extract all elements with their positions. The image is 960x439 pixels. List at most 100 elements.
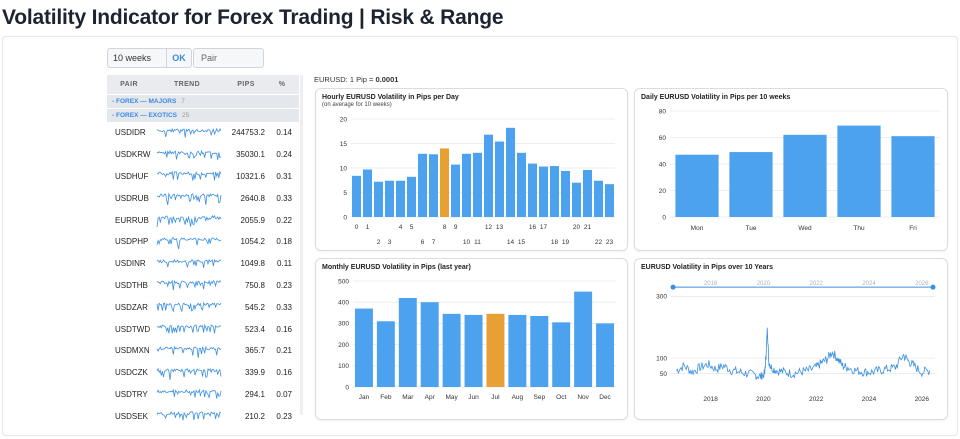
pct-value: 0.22 xyxy=(276,215,292,225)
bar xyxy=(837,125,881,217)
x-tick-label: Jul xyxy=(491,394,500,401)
sparkline-path xyxy=(156,301,222,313)
y-tick-label: 10 xyxy=(340,165,348,172)
y-tick-label: 100 xyxy=(338,363,349,370)
pct-value: 0.33 xyxy=(276,193,292,203)
x-tick-label: 11 xyxy=(474,239,481,246)
trend-sparkline xyxy=(156,388,222,400)
y-tick-label: 80 xyxy=(659,108,667,115)
sparkline-path xyxy=(156,170,222,182)
pair-search-input[interactable]: Pair xyxy=(193,48,264,68)
table-row[interactable]: USDSEK 210.2 0.23 xyxy=(107,405,299,427)
bar xyxy=(428,154,439,217)
pair-name: USDTRY xyxy=(115,389,148,399)
header-trend[interactable]: TREND xyxy=(173,81,201,88)
bar xyxy=(472,152,483,217)
pair-name: USDCZK xyxy=(115,368,148,378)
x-tick-label: Sep xyxy=(534,394,546,401)
x-tick-label: Tue xyxy=(746,225,757,232)
group-count: 7 xyxy=(181,98,185,105)
bar xyxy=(486,313,505,387)
sparkline-path xyxy=(156,367,222,380)
daily-chart-card: 0 20 40 60 80 Mon Tue Wed Thu Fri Daily EURUSD Vo… xyxy=(634,88,948,251)
pair-name: USDINR xyxy=(115,259,146,269)
table-row[interactable]: USDHUF 10321.6 0.31 xyxy=(107,166,299,188)
pips-value: 2640.8 xyxy=(240,193,265,203)
table-row[interactable]: EURRUB 2055.9 0.22 xyxy=(107,209,299,231)
y-tick-label: 200 xyxy=(338,342,349,349)
table-row[interactable]: USDMXN 365.7 0.21 xyxy=(107,340,299,362)
bar xyxy=(560,170,571,217)
pair-name: USDPHP xyxy=(115,237,149,247)
table-row[interactable]: USDPHP 1054.2 0.18 xyxy=(107,231,299,253)
group-exotics[interactable]: - FOREX — EXOTICS 25 xyxy=(107,108,299,122)
navigator-label: 2026 xyxy=(915,281,929,287)
table-row[interactable]: USDIDR 244753.2 0.14 xyxy=(107,122,299,144)
navigator-label: 2022 xyxy=(810,281,824,287)
sparkline-path xyxy=(156,237,222,249)
x-tick-label: 15 xyxy=(518,239,526,246)
table-row[interactable]: USDTHB 750.8 0.23 xyxy=(107,275,299,297)
trend-sparkline xyxy=(156,323,222,334)
pct-value: 0.14 xyxy=(276,128,292,138)
pair-name: USDTHB xyxy=(115,280,148,290)
pip-note-prefix: EURUSD: 1 Pip = xyxy=(314,75,376,84)
group-majors[interactable]: - FOREX — MAJORS 7 xyxy=(107,94,299,108)
table-row[interactable]: USDKRW 35030.1 0.24 xyxy=(107,144,299,166)
ten-year-chart: 50 100 300 2018 2020 2022 2024 2026 2018 2020 2022… xyxy=(656,281,936,403)
weeks-select[interactable]: 10 weeks xyxy=(113,53,152,63)
ok-button[interactable]: OK xyxy=(166,49,191,67)
pips-value: 523.4 xyxy=(244,324,265,334)
bar xyxy=(593,180,604,217)
table-row[interactable]: USDCZK 339.9 0.16 xyxy=(107,362,299,384)
table-scrollbar[interactable] xyxy=(300,75,303,415)
pips-value: 10321.6 xyxy=(236,171,265,181)
x-tick-label: May xyxy=(445,394,458,401)
table-header: PAIR TREND PIPS % xyxy=(107,75,299,94)
bar xyxy=(376,321,395,387)
x-tick-label: Nov xyxy=(577,394,589,401)
table-row[interactable]: USDZAR 545.2 0.33 xyxy=(107,296,299,318)
x-tick-label: Jun xyxy=(468,394,479,401)
x-tick-label: Fri xyxy=(909,225,917,232)
bar xyxy=(439,148,450,217)
pct-value: 0.33 xyxy=(276,302,292,312)
header-pair[interactable]: PAIR xyxy=(120,81,138,88)
group-count: 25 xyxy=(182,112,190,119)
table-row[interactable]: USDTWD 523.4 0.16 xyxy=(107,318,299,340)
bar xyxy=(450,164,461,217)
table-row[interactable]: USDRUB 2640.8 0.33 xyxy=(107,187,299,209)
chart-subtitle: (on average for 10 weeks) xyxy=(322,102,392,108)
pct-value: 0.23 xyxy=(276,280,292,290)
x-tick-label: 20 xyxy=(573,224,581,231)
pair-name: USDKRW xyxy=(115,150,151,160)
x-tick-label: Mar xyxy=(402,394,414,401)
header-pct[interactable]: % xyxy=(278,81,286,88)
pct-value: 0.07 xyxy=(276,389,292,399)
trend-sparkline xyxy=(156,280,222,291)
pips-value: 1054.2 xyxy=(240,237,265,247)
y-tick-label: 50 xyxy=(660,371,668,378)
sparkline-path xyxy=(156,149,222,160)
header-pips[interactable]: PIPS xyxy=(237,81,255,88)
x-tick-label: 4 xyxy=(399,224,403,231)
navigator-label: 2018 xyxy=(704,281,718,287)
x-tick-label: 8 xyxy=(443,224,447,231)
pct-value: 0.24 xyxy=(276,150,292,160)
group-label: - FOREX — EXOTICS xyxy=(112,112,178,119)
pct-value: 0.16 xyxy=(276,324,292,334)
navigator-label: 2020 xyxy=(757,281,771,287)
bar xyxy=(538,166,549,217)
y-tick-label: 5 xyxy=(343,190,347,197)
table-row[interactable]: USDTRY 294.1 0.07 xyxy=(107,384,299,406)
bar xyxy=(384,180,395,217)
y-tick-label: 20 xyxy=(659,188,667,195)
table-row[interactable]: USDINR 1049.8 0.11 xyxy=(107,253,299,275)
pair-name: USDHUF xyxy=(115,171,149,181)
y-tick-label: 400 xyxy=(338,300,349,307)
bar xyxy=(675,154,719,217)
pips-value: 2055.9 xyxy=(240,215,265,225)
chart-title: Hourly EURUSD Volatility in Pips per Day xyxy=(322,94,459,101)
pair-name: USDIDR xyxy=(115,128,146,138)
